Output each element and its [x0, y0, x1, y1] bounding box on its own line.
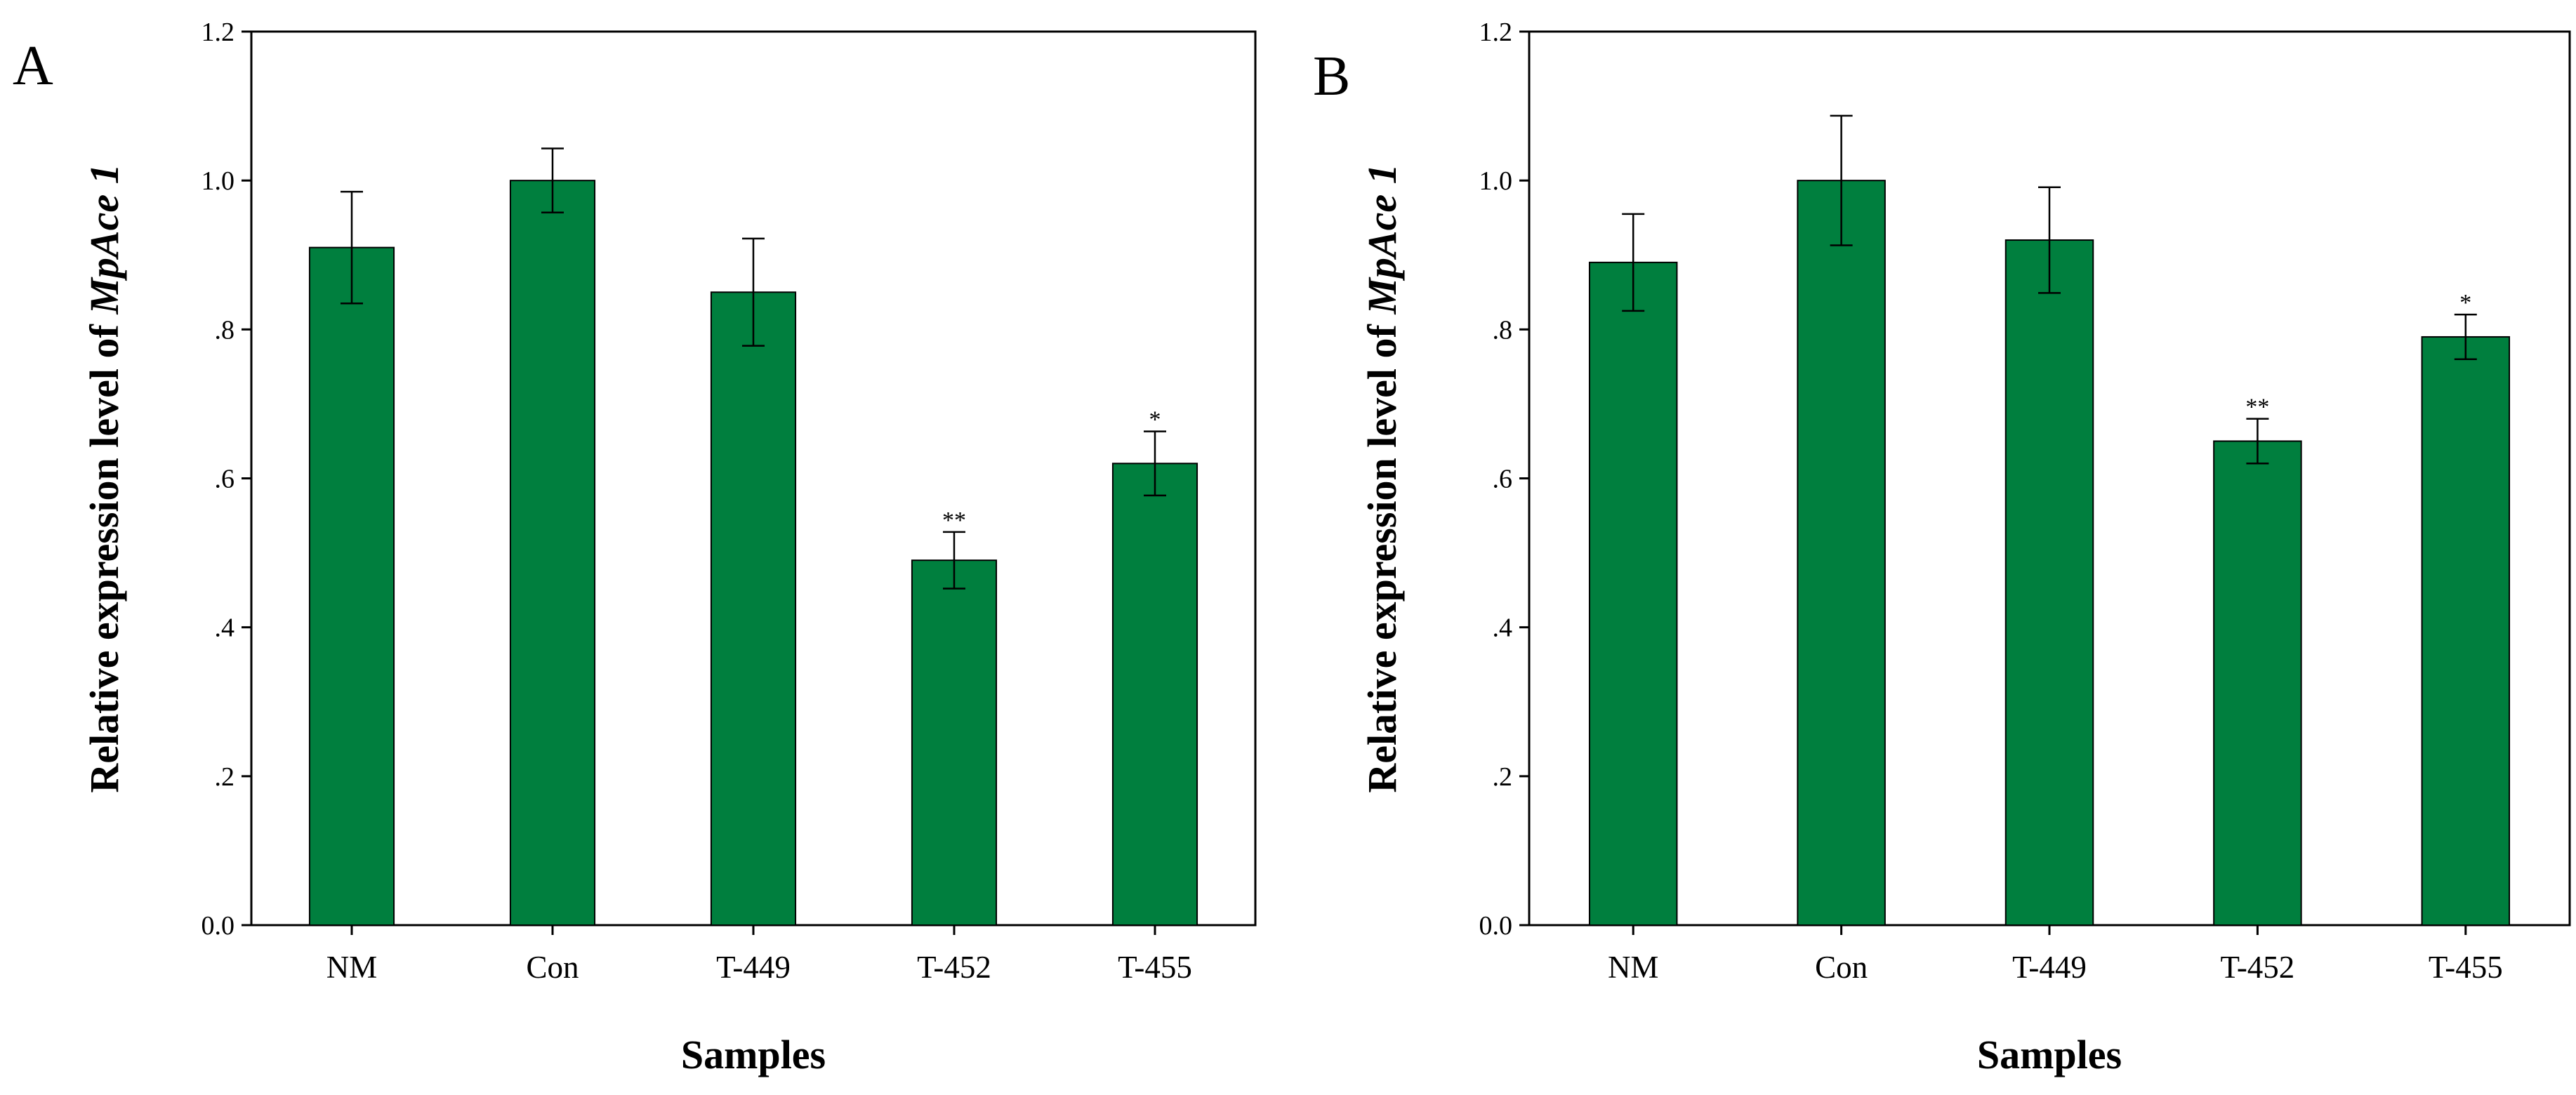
y-tick-label: 1.2	[1479, 18, 1513, 47]
bar-con	[1797, 180, 1886, 927]
y-axis-title: Relative expression level of MpAce 1	[1359, 164, 1405, 792]
x-tick-label: NM	[326, 950, 378, 985]
bar-con	[509, 180, 596, 927]
y-tick-label: .8	[215, 315, 235, 345]
x-tick-label: Con	[1815, 950, 1868, 985]
bar-t-449	[2004, 239, 2094, 926]
x-tick-label: T-455	[2429, 950, 2503, 985]
panel-a: A 0.0 .2 .4 .6 .8 1.0 1.2 NM Con T-449 T-452 ** T-455…	[13, 18, 1257, 1077]
x-tick-label: T-449	[2012, 950, 2087, 985]
x-axis-title: Samples	[1977, 1032, 2122, 1077]
bar-t-452	[911, 559, 998, 926]
panel-label: B	[1313, 46, 1350, 107]
y-tick-label: .2	[1493, 762, 1513, 792]
y-tick-label: 0.0	[1479, 911, 1513, 941]
y-tick-label: .8	[1493, 315, 1513, 345]
y-tick-label: 1.2	[202, 18, 235, 47]
bar-nm	[1588, 261, 1678, 926]
x-tick-label: Con	[526, 950, 579, 985]
bar-t-452	[2213, 440, 2302, 926]
panel-label: A	[13, 35, 53, 97]
bar-nm	[308, 246, 395, 926]
significance-mark: **	[2245, 394, 2269, 420]
y-axis-title-gene: MpAce 1	[81, 164, 127, 314]
y-axis-title-text: Relative expression level of	[81, 314, 127, 793]
y-tick-label: .6	[215, 465, 235, 494]
y-tick-label: .6	[1493, 465, 1513, 494]
bar-t-455	[1111, 463, 1198, 926]
y-tick-label: 1.0	[202, 166, 235, 196]
significance-mark: *	[2459, 290, 2471, 316]
y-axis-title-gene: MpAce 1	[1359, 164, 1405, 314]
bar-t-455	[2421, 336, 2511, 927]
bar-t-449	[710, 291, 797, 926]
x-tick-label: NM	[1608, 950, 1659, 985]
panel-b: B 0.0 .2 .4 .6 .8 1.0 1.2 NM Con T-449 T-452 ** T-455…	[1313, 18, 2571, 1077]
y-tick-label: .4	[215, 613, 235, 643]
x-tick-label: T-449	[716, 950, 791, 985]
y-tick-label: .4	[1493, 613, 1513, 643]
significance-mark: *	[1149, 407, 1161, 433]
y-axis-title-text: Relative expression level of	[1359, 314, 1405, 793]
x-axis-title: Samples	[681, 1032, 826, 1077]
y-tick-label: 1.0	[1479, 166, 1513, 196]
y-tick-label: .2	[215, 762, 235, 792]
significance-mark: **	[942, 507, 966, 533]
x-tick-label: T-455	[1118, 950, 1192, 985]
y-axis-title: Relative expression level of MpAce 1	[81, 164, 127, 792]
y-tick-label: 0.0	[202, 911, 235, 941]
x-tick-label: T-452	[917, 950, 991, 985]
x-tick-label: T-452	[2220, 950, 2294, 985]
